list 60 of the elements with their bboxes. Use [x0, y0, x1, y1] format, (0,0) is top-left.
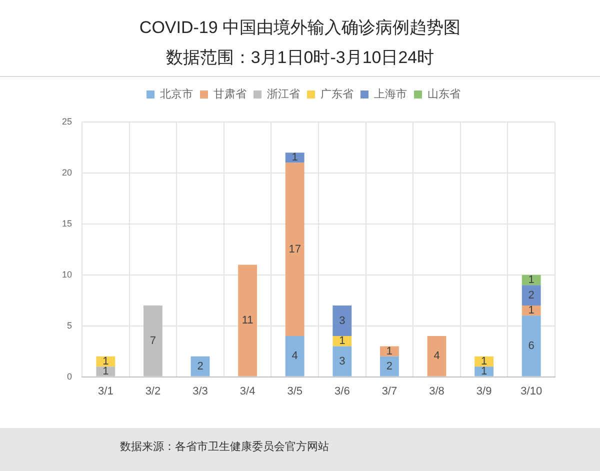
- data-label: 4: [434, 350, 440, 362]
- data-label: 11: [242, 314, 254, 327]
- x-tick-label: 3/7: [382, 385, 398, 398]
- chart-subtitle: 数据范围：3月1日0时-3月10日24时: [164, 47, 436, 68]
- y-tick-label: 0: [66, 371, 72, 382]
- bar: [332, 346, 352, 376]
- data-label: 1: [480, 365, 488, 378]
- bar: [474, 366, 494, 376]
- data-label: 2: [197, 360, 204, 372]
- data-label: 17: [288, 243, 301, 256]
- y-tick-label: 25: [62, 116, 72, 126]
- bar: [522, 316, 541, 376]
- data-label: 6: [528, 340, 534, 352]
- x-tick-label: 3/10: [520, 385, 542, 398]
- bar: [332, 305, 352, 336]
- data-label: 3: [339, 314, 346, 327]
- bar: [190, 356, 210, 376]
- legend-label: 甘肃省: [214, 88, 246, 101]
- legend-label: 广东省: [320, 88, 354, 101]
- bar: [238, 264, 258, 376]
- y-tick-label: 5: [66, 320, 72, 330]
- data-label: 1: [480, 356, 488, 368]
- data-label: 2: [386, 360, 393, 372]
- x-tick-label: 3/2: [145, 385, 161, 398]
- data-label: 7: [150, 334, 156, 347]
- x-tick-label: 3/5: [287, 385, 303, 398]
- legend-label: 山东省: [428, 88, 460, 101]
- legend-label: 浙江省: [267, 88, 300, 101]
- x-tick-label: 3/4: [240, 385, 256, 398]
- bar: [285, 336, 304, 376]
- chart-title: COVID-19 中国由境外输入确诊病例趋势图: [138, 17, 462, 39]
- x-tick-label: 3/9: [476, 385, 492, 398]
- data-label: 1: [339, 335, 346, 348]
- bar: [522, 285, 541, 306]
- y-tick-label: 20: [62, 167, 72, 178]
- y-tick-label: 10: [62, 269, 72, 280]
- bar: [380, 356, 399, 376]
- data-label: 2: [528, 289, 534, 302]
- legend-label: 北京市: [160, 88, 193, 101]
- bar: [285, 162, 304, 336]
- x-tick-label: 3/3: [192, 385, 208, 398]
- legend-label: 上海市: [374, 88, 407, 101]
- data-label: 1: [292, 152, 298, 164]
- bar: [522, 274, 541, 286]
- data-label: 4: [292, 350, 298, 362]
- data-label: 1: [528, 274, 534, 286]
- data-label: 1: [386, 345, 393, 358]
- bar: [427, 336, 446, 376]
- x-tick-label: 3/6: [334, 385, 350, 398]
- bar: [380, 346, 399, 356]
- data-label: 1: [102, 356, 109, 368]
- bar: [522, 305, 541, 316]
- y-tick-label: 15: [62, 218, 72, 228]
- x-tick-label: 3/1: [98, 385, 114, 398]
- data-label: 1: [528, 304, 534, 317]
- source-note: 数据来源：各省市卫生健康委员会官方网站: [120, 440, 329, 454]
- bar: [285, 152, 304, 163]
- data-label: 3: [339, 355, 346, 368]
- x-tick-label: 3/8: [429, 385, 444, 398]
- data-label: 1: [102, 365, 109, 378]
